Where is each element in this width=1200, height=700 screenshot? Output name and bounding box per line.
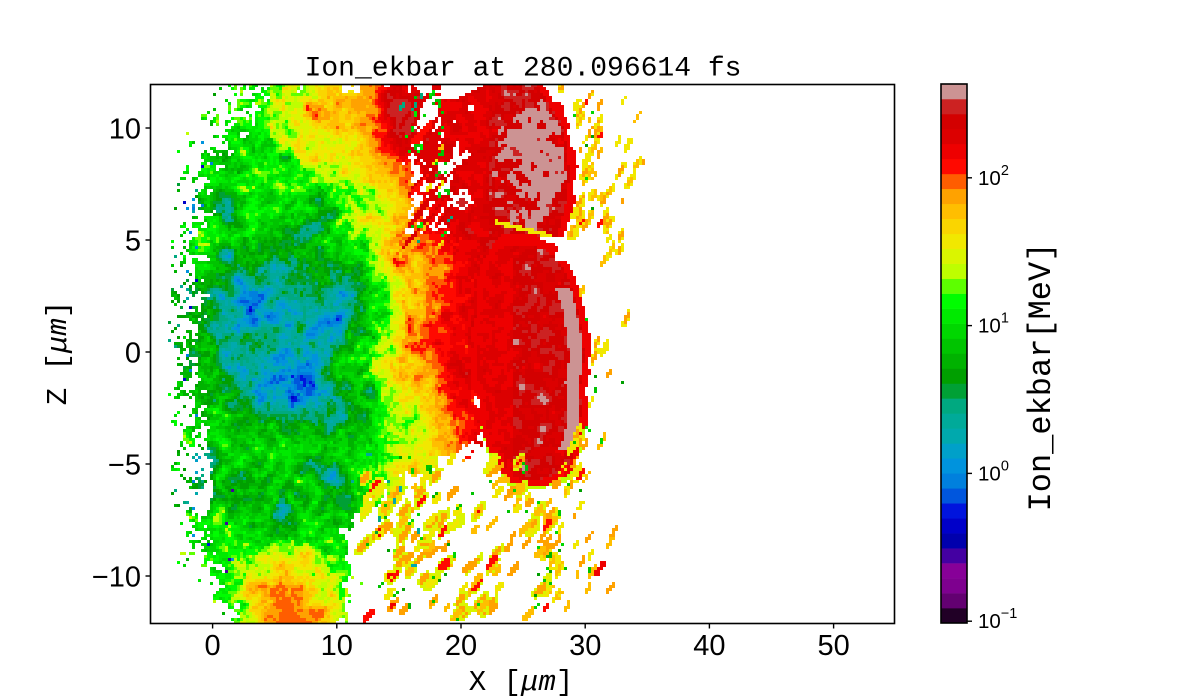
svg-text:X [μm]: X [μm]: [469, 666, 573, 699]
svg-text:20: 20: [445, 630, 477, 662]
svg-text:0: 0: [205, 630, 221, 662]
svg-text:10: 10: [109, 114, 141, 146]
svg-text:Ion_ekbar at 280.096614 fs: Ion_ekbar at 280.096614 fs: [305, 54, 742, 85]
svg-text:Z [μm]: Z [μm]: [42, 301, 75, 405]
svg-text:0: 0: [125, 338, 141, 370]
svg-text:40: 40: [693, 630, 725, 662]
svg-text:−10: −10: [92, 562, 141, 594]
svg-text:Ion_ekbar[MeV]: Ion_ekbar[MeV]: [1023, 243, 1060, 512]
svg-text:30: 30: [569, 630, 601, 662]
svg-text:−5: −5: [108, 450, 141, 482]
svg-text:5: 5: [125, 226, 141, 258]
svg-text:10: 10: [321, 630, 353, 662]
svg-text:50: 50: [817, 630, 849, 662]
